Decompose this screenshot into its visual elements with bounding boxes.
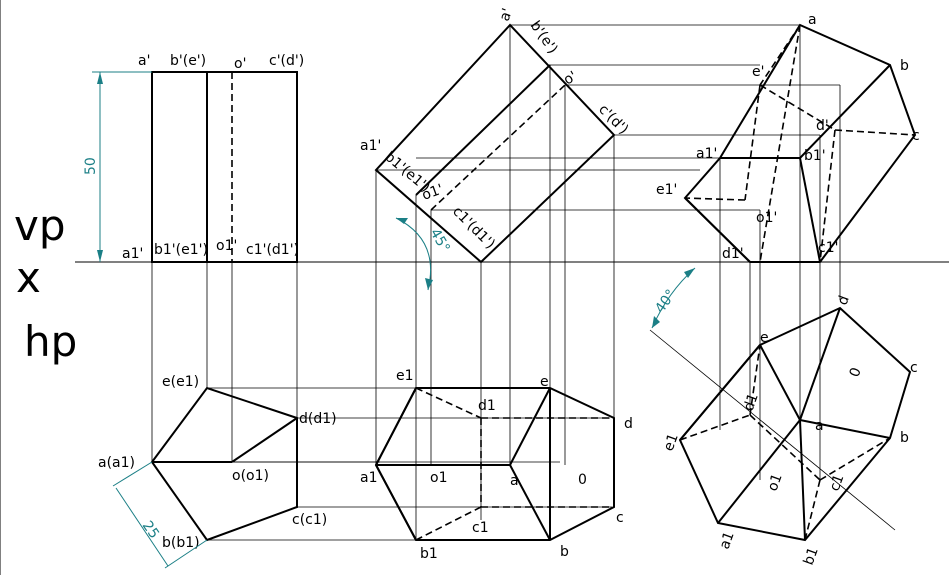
- fv3-b1: b1': [804, 148, 826, 164]
- fv3-c: c: [912, 128, 920, 144]
- tv2-e: e: [540, 374, 549, 390]
- fv3-d: d': [816, 118, 829, 134]
- tv1-e: e(e1): [162, 374, 199, 390]
- fv3-a: a: [808, 12, 817, 28]
- dimension-height: [92, 71, 152, 262]
- tv2-a1: a1: [360, 470, 378, 486]
- fv1-be-top: b'(e'): [170, 53, 206, 69]
- fv2-be: b'(e'): [527, 18, 561, 57]
- angle-rotation-text: 40°: [652, 287, 679, 317]
- tv1-b: b(b1): [162, 535, 200, 551]
- tv3-d1: d1: [741, 391, 762, 413]
- top-view-3: [678, 306, 912, 542]
- tv2-b: b: [560, 544, 569, 560]
- tv3-b1: b1: [801, 545, 822, 567]
- front-view-3: [683, 23, 917, 263]
- tv3-a1: a1: [717, 529, 738, 551]
- fv1-be-bottom: b1'(e1'): [154, 242, 208, 258]
- fv1-cd-bottom: c1'(d1'): [246, 242, 299, 258]
- fv1-o-bottom: o1': [216, 238, 237, 254]
- fv2-o1: o1': [420, 181, 446, 203]
- top-view-2: [374, 387, 615, 541]
- angle-tilt-arc: [395, 217, 433, 291]
- tv3-d: d: [835, 294, 853, 308]
- fv3-b: b: [900, 58, 909, 74]
- tv2-c: c: [616, 510, 624, 526]
- angle-tilt-text: 45°: [427, 226, 453, 256]
- dim-side-text: 25: [139, 518, 162, 542]
- tv2-b1: b1: [420, 546, 438, 562]
- tv3-o1: o1: [765, 471, 786, 493]
- front-view-1: [151, 71, 298, 263]
- front-view-2: [374, 23, 616, 264]
- fv1-cd-top: c'(d'): [269, 53, 304, 69]
- fv3-c1: c1': [818, 240, 838, 256]
- tv3-a: a: [815, 418, 824, 434]
- fv1-a-top: a': [138, 53, 150, 69]
- fv3-a1: a1': [696, 146, 717, 162]
- fv2-a1: a1': [360, 138, 381, 154]
- projector-lines: [151, 24, 896, 541]
- angle-rotation-arc: [651, 267, 696, 329]
- fv3-e1: e1': [656, 182, 677, 198]
- tv3-o: 0: [847, 366, 865, 380]
- tv2-c1: c1: [472, 520, 489, 536]
- tv2-o1: o1: [430, 470, 447, 486]
- tv1-o: o(o1): [232, 468, 269, 484]
- fv3-d1: d1': [722, 246, 744, 262]
- fv3-o1: o1': [756, 210, 777, 226]
- tv3-c1: c1: [827, 472, 848, 493]
- vp-label: vp: [14, 201, 66, 250]
- fv2-cd1: c1'(d1'): [449, 204, 498, 253]
- dimension-side: [112, 461, 208, 569]
- fv1-o-top: o': [234, 56, 246, 72]
- tv2-o: 0: [578, 472, 587, 488]
- tv3-b: b: [900, 430, 909, 446]
- dim-height-text: 50: [83, 157, 99, 175]
- tv3-e1: e1: [661, 431, 682, 453]
- hp-label: hp: [24, 317, 77, 366]
- top-view-1: [150, 386, 298, 542]
- tv3-c: c: [910, 360, 918, 376]
- tv1-d: d(d1): [299, 411, 337, 427]
- tv1-c: c(c1): [292, 512, 327, 528]
- tv2-d: d: [624, 416, 633, 432]
- tv3-e: e: [760, 330, 769, 346]
- fv1-a-bottom: a1': [122, 246, 143, 262]
- tv1-a: a(a1): [98, 455, 135, 471]
- tv2-e1: e1: [396, 368, 414, 384]
- fv2-a: a': [497, 6, 516, 23]
- x-label: x: [16, 253, 41, 302]
- tv2-d1: d1: [478, 398, 496, 414]
- fv3-e: e': [752, 64, 764, 80]
- tv2-a: a: [510, 473, 519, 489]
